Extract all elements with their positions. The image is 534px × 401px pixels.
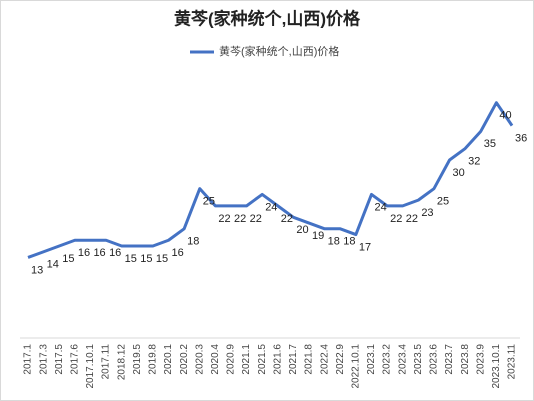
- data-label: 16: [93, 247, 105, 259]
- x-tick-label: 2022.10.1: [351, 344, 362, 389]
- data-label: 24: [265, 201, 277, 213]
- data-label: 16: [78, 247, 90, 259]
- x-tick-label: 2020.1: [163, 344, 174, 375]
- x-tick-label: 2021.7: [288, 344, 299, 375]
- data-label: 16: [172, 247, 184, 259]
- data-label: 20: [296, 224, 308, 236]
- data-label: 35: [484, 138, 496, 150]
- x-tick-label: 2017.3: [38, 344, 49, 375]
- data-label: 13: [31, 264, 43, 276]
- data-label: 15: [62, 253, 74, 265]
- legend-label: 黄芩(家种统个,山西)价格: [219, 44, 339, 58]
- x-tick-label: 2017.1: [23, 344, 34, 375]
- data-label: 22: [281, 213, 293, 225]
- data-label: 24: [374, 201, 386, 213]
- x-tick-label: 2023.1: [366, 344, 377, 375]
- data-label: 40: [499, 110, 511, 122]
- x-tick-label: 2019.8: [148, 344, 159, 375]
- x-tick-label: 2023.6: [429, 344, 440, 375]
- data-label: 23: [421, 207, 433, 219]
- x-tick-label: 2021.5: [257, 344, 268, 375]
- data-label: 25: [437, 196, 449, 208]
- data-label: 22: [390, 213, 402, 225]
- x-tick-label: 2023.9: [475, 344, 486, 375]
- data-label: 15: [125, 253, 137, 265]
- data-label: 18: [328, 236, 340, 248]
- x-tick-label: 2020.2: [179, 344, 190, 375]
- data-label: 30: [453, 167, 465, 179]
- x-tick-label: 2020.3: [194, 344, 205, 375]
- data-label: 16: [109, 247, 121, 259]
- x-tick-label: 2023.2: [382, 344, 393, 375]
- data-label: 22: [250, 213, 262, 225]
- line-series: [27, 101, 514, 259]
- x-tick-label: 2023.8: [460, 344, 471, 375]
- data-label: 36: [515, 133, 527, 145]
- x-tick-label: 2023.11: [507, 344, 518, 380]
- data-label: 15: [140, 253, 152, 265]
- x-tick-label: 2019.5: [132, 344, 143, 375]
- data-label: 17: [359, 241, 371, 253]
- x-tick-label: 2023.10.1: [491, 344, 502, 389]
- x-tick-label: 2022.9: [335, 344, 346, 375]
- x-tick-label: 2018.12: [116, 344, 127, 381]
- x-tick-label: 2023.7: [444, 344, 455, 375]
- data-label: 22: [406, 213, 418, 225]
- data-label: 18: [343, 236, 355, 248]
- x-tick-label: 2023.5: [413, 344, 424, 375]
- data-label: 15: [156, 253, 168, 265]
- x-tick-label: 2020.9: [226, 344, 237, 375]
- x-tick-label: 2020.4: [210, 344, 221, 375]
- data-label: 22: [234, 213, 246, 225]
- x-tick-label: 2021.8: [304, 344, 315, 375]
- data-label: 19: [312, 230, 324, 242]
- x-tick-label: 2017.11: [101, 344, 112, 380]
- data-label: 25: [203, 196, 215, 208]
- data-label: 22: [218, 213, 230, 225]
- x-tick-label: 2017.10.1: [85, 344, 96, 389]
- x-tick-label: 2022.4: [319, 344, 330, 375]
- chart-title: 黄芩(家种统个,山西)价格: [174, 8, 361, 28]
- data-label: 14: [47, 259, 59, 271]
- x-tick-label: 2021.1: [241, 344, 252, 375]
- x-tick-label: 2023.4: [397, 344, 408, 375]
- data-label: 32: [468, 155, 480, 167]
- x-tick-label: 2017.5: [54, 344, 65, 375]
- x-tick-label: 2021.6: [272, 344, 283, 375]
- data-label: 18: [187, 236, 199, 248]
- x-tick-label: 2017.6: [69, 344, 80, 375]
